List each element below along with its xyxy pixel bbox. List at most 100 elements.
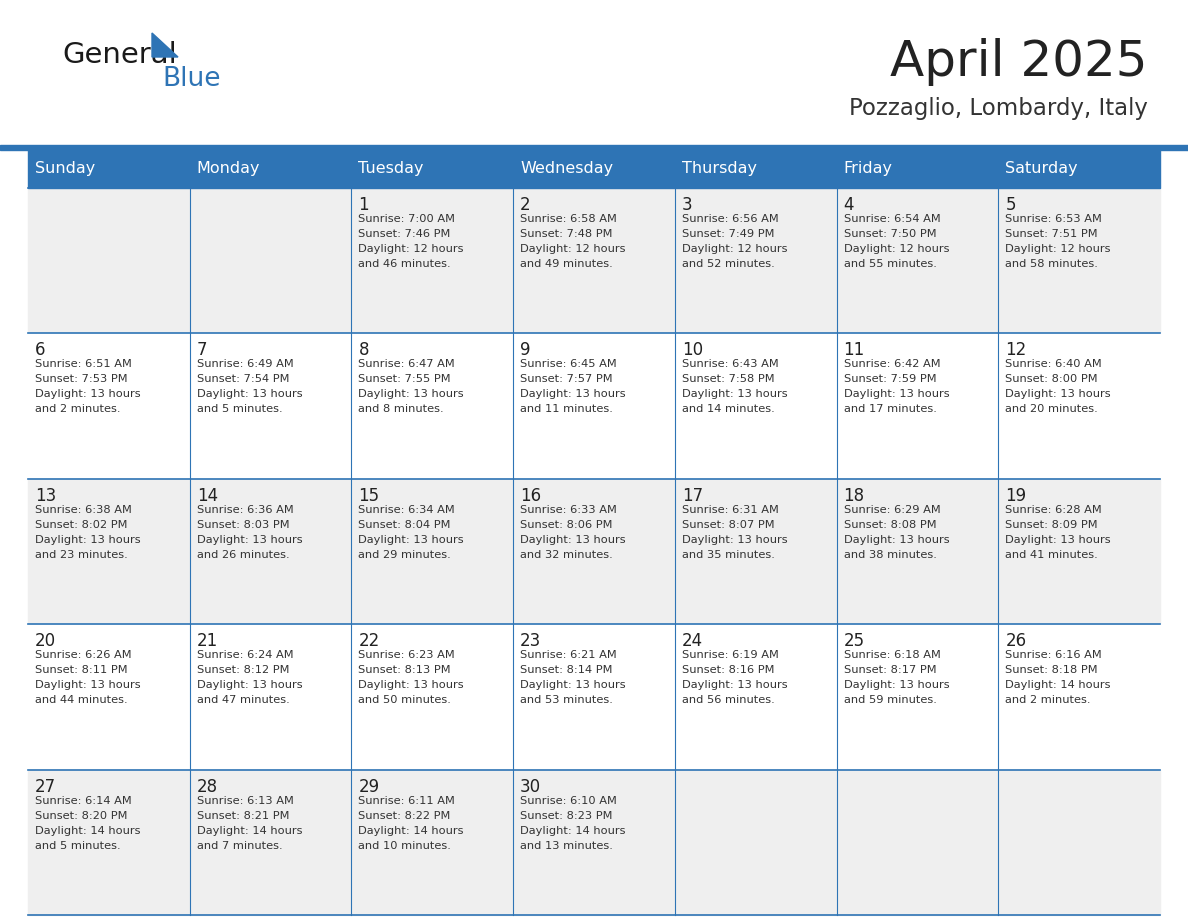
Text: Monday: Monday: [197, 162, 260, 176]
Text: Sunrise: 6:29 AM: Sunrise: 6:29 AM: [843, 505, 941, 515]
Text: Sunrise: 6:19 AM: Sunrise: 6:19 AM: [682, 650, 778, 660]
Text: Sunset: 7:54 PM: Sunset: 7:54 PM: [197, 375, 289, 385]
Bar: [29, 333, 1159, 479]
Text: 8: 8: [359, 341, 369, 360]
Text: 3: 3: [682, 196, 693, 214]
Text: and 46 minutes.: and 46 minutes.: [359, 259, 451, 269]
Text: Sunset: 8:00 PM: Sunset: 8:00 PM: [1005, 375, 1098, 385]
Text: Friday: Friday: [843, 162, 892, 176]
Text: 18: 18: [843, 487, 865, 505]
Text: 13: 13: [34, 487, 56, 505]
Text: and 52 minutes.: and 52 minutes.: [682, 259, 775, 269]
Text: Sunset: 7:58 PM: Sunset: 7:58 PM: [682, 375, 775, 385]
Text: Wednesday: Wednesday: [520, 162, 613, 176]
Bar: [29, 150, 1159, 188]
Text: and 10 minutes.: and 10 minutes.: [359, 841, 451, 851]
Text: Sunset: 8:07 PM: Sunset: 8:07 PM: [682, 520, 775, 530]
Text: General: General: [62, 41, 177, 69]
Text: 9: 9: [520, 341, 531, 360]
Text: Daylight: 13 hours: Daylight: 13 hours: [682, 389, 788, 399]
Text: and 38 minutes.: and 38 minutes.: [843, 550, 936, 560]
Text: Daylight: 13 hours: Daylight: 13 hours: [359, 535, 465, 544]
Text: Daylight: 14 hours: Daylight: 14 hours: [520, 825, 626, 835]
Text: 15: 15: [359, 487, 379, 505]
Text: 20: 20: [34, 633, 56, 650]
Text: and 59 minutes.: and 59 minutes.: [843, 695, 936, 705]
Text: and 11 minutes.: and 11 minutes.: [520, 405, 613, 414]
Text: Sunset: 8:18 PM: Sunset: 8:18 PM: [1005, 666, 1098, 676]
Text: 12: 12: [1005, 341, 1026, 360]
Text: Sunset: 8:21 PM: Sunset: 8:21 PM: [197, 811, 289, 821]
Text: Blue: Blue: [162, 66, 221, 92]
Text: Thursday: Thursday: [682, 162, 757, 176]
Text: Daylight: 12 hours: Daylight: 12 hours: [843, 244, 949, 254]
Text: and 29 minutes.: and 29 minutes.: [359, 550, 451, 560]
Text: Sunset: 7:46 PM: Sunset: 7:46 PM: [359, 229, 450, 239]
Text: Sunset: 8:08 PM: Sunset: 8:08 PM: [843, 520, 936, 530]
Text: and 44 minutes.: and 44 minutes.: [34, 695, 127, 705]
Text: Sunset: 8:11 PM: Sunset: 8:11 PM: [34, 666, 127, 676]
Text: 19: 19: [1005, 487, 1026, 505]
Text: and 5 minutes.: and 5 minutes.: [34, 841, 121, 851]
Text: April 2025: April 2025: [891, 38, 1148, 86]
Text: and 56 minutes.: and 56 minutes.: [682, 695, 775, 705]
Text: Sunrise: 6:53 AM: Sunrise: 6:53 AM: [1005, 214, 1102, 224]
Text: Sunrise: 6:23 AM: Sunrise: 6:23 AM: [359, 650, 455, 660]
Text: and 49 minutes.: and 49 minutes.: [520, 259, 613, 269]
Text: 1: 1: [359, 196, 369, 214]
Text: 23: 23: [520, 633, 542, 650]
Text: Daylight: 13 hours: Daylight: 13 hours: [34, 535, 140, 544]
Text: Sunrise: 6:58 AM: Sunrise: 6:58 AM: [520, 214, 617, 224]
Text: Sunset: 7:51 PM: Sunset: 7:51 PM: [1005, 229, 1098, 239]
Text: Sunset: 7:57 PM: Sunset: 7:57 PM: [520, 375, 613, 385]
Text: Sunset: 7:53 PM: Sunset: 7:53 PM: [34, 375, 127, 385]
Text: Sunrise: 6:34 AM: Sunrise: 6:34 AM: [359, 505, 455, 515]
Text: 16: 16: [520, 487, 542, 505]
Text: and 8 minutes.: and 8 minutes.: [359, 405, 444, 414]
Text: Sunset: 8:13 PM: Sunset: 8:13 PM: [359, 666, 451, 676]
Text: Daylight: 12 hours: Daylight: 12 hours: [359, 244, 465, 254]
Text: Daylight: 14 hours: Daylight: 14 hours: [359, 825, 465, 835]
Text: and 13 minutes.: and 13 minutes.: [520, 841, 613, 851]
Text: Sunrise: 6:28 AM: Sunrise: 6:28 AM: [1005, 505, 1102, 515]
Text: Sunset: 7:50 PM: Sunset: 7:50 PM: [843, 229, 936, 239]
Bar: [29, 624, 1159, 769]
Text: Daylight: 13 hours: Daylight: 13 hours: [843, 389, 949, 399]
Text: 27: 27: [34, 778, 56, 796]
Text: 26: 26: [1005, 633, 1026, 650]
Text: and 2 minutes.: and 2 minutes.: [34, 405, 120, 414]
Text: Sunday: Sunday: [34, 162, 95, 176]
Text: 28: 28: [197, 778, 217, 796]
Text: Sunset: 8:09 PM: Sunset: 8:09 PM: [1005, 520, 1098, 530]
Text: Sunset: 8:17 PM: Sunset: 8:17 PM: [843, 666, 936, 676]
Text: Sunset: 8:23 PM: Sunset: 8:23 PM: [520, 811, 613, 821]
Text: Sunrise: 6:26 AM: Sunrise: 6:26 AM: [34, 650, 132, 660]
Text: 11: 11: [843, 341, 865, 360]
Text: Sunrise: 6:49 AM: Sunrise: 6:49 AM: [197, 360, 293, 369]
Text: Daylight: 14 hours: Daylight: 14 hours: [1005, 680, 1111, 690]
Text: Daylight: 14 hours: Daylight: 14 hours: [197, 825, 302, 835]
Text: Pozzaglio, Lombardy, Italy: Pozzaglio, Lombardy, Italy: [849, 96, 1148, 119]
Text: 4: 4: [843, 196, 854, 214]
Text: Sunrise: 6:14 AM: Sunrise: 6:14 AM: [34, 796, 132, 806]
Text: Sunrise: 6:43 AM: Sunrise: 6:43 AM: [682, 360, 778, 369]
Text: 5: 5: [1005, 196, 1016, 214]
Text: Daylight: 13 hours: Daylight: 13 hours: [520, 535, 626, 544]
Text: Sunrise: 6:42 AM: Sunrise: 6:42 AM: [843, 360, 940, 369]
Text: Sunrise: 7:00 AM: Sunrise: 7:00 AM: [359, 214, 455, 224]
Text: Sunrise: 6:21 AM: Sunrise: 6:21 AM: [520, 650, 617, 660]
Text: Daylight: 13 hours: Daylight: 13 hours: [1005, 535, 1111, 544]
Text: Sunrise: 6:40 AM: Sunrise: 6:40 AM: [1005, 360, 1102, 369]
Polygon shape: [152, 33, 178, 57]
Text: Sunrise: 6:36 AM: Sunrise: 6:36 AM: [197, 505, 293, 515]
Text: Sunrise: 6:45 AM: Sunrise: 6:45 AM: [520, 360, 617, 369]
Text: Daylight: 13 hours: Daylight: 13 hours: [359, 389, 465, 399]
Text: Daylight: 14 hours: Daylight: 14 hours: [34, 825, 140, 835]
Text: Sunrise: 6:18 AM: Sunrise: 6:18 AM: [843, 650, 941, 660]
Text: Sunrise: 6:10 AM: Sunrise: 6:10 AM: [520, 796, 617, 806]
Text: 10: 10: [682, 341, 703, 360]
Text: Daylight: 12 hours: Daylight: 12 hours: [1005, 244, 1111, 254]
Bar: [0, 145, 1188, 150]
Text: and 20 minutes.: and 20 minutes.: [1005, 405, 1098, 414]
Text: 29: 29: [359, 778, 379, 796]
